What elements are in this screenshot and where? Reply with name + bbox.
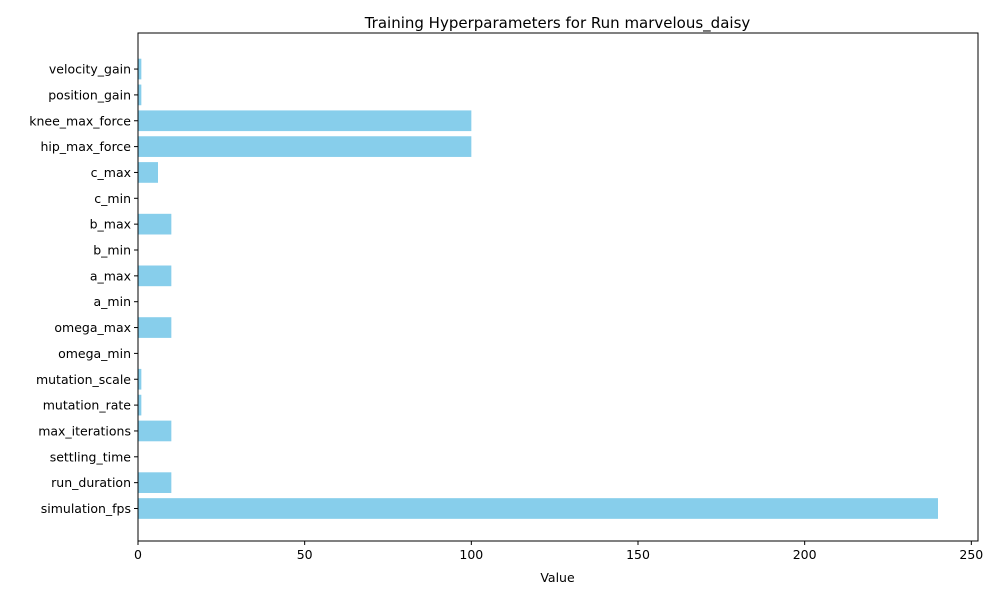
bar-a-max <box>138 265 172 287</box>
x-tick-label-150: 150 <box>626 547 650 562</box>
x-axis-ticks: 0 50 100 150 200 250 <box>134 541 983 562</box>
x-tick-label-200: 200 <box>793 547 817 562</box>
bar-omega-max <box>138 317 172 338</box>
y-tick-label-c-max: c_max <box>91 165 131 180</box>
bar-b-max <box>138 213 172 235</box>
y-tick-label-a-min: a_min <box>94 294 131 309</box>
bar-velocity-gain <box>138 58 142 80</box>
y-tick-label-simulation-fps: simulation_fps <box>41 501 131 516</box>
bar-mutation-rate <box>138 394 142 416</box>
bar-max-iterations <box>138 420 172 442</box>
plot-frame <box>137 32 979 542</box>
y-tick-label-mutation-scale: mutation_scale <box>36 372 131 387</box>
x-tick-label-50: 50 <box>297 547 313 562</box>
y-tick-label-b-max: b_max <box>90 217 131 232</box>
y-tick-label-a-max: a_max <box>90 268 131 283</box>
y-tick-label-omega-max: omega_max <box>54 320 131 335</box>
x-tick-label-100: 100 <box>459 547 483 562</box>
y-tick-label-run-duration: run_duration <box>51 475 131 490</box>
bar-hip-max-force <box>138 136 472 157</box>
y-tick-label-knee-max-force: knee_max_force <box>29 113 131 128</box>
y-tick-label-hip-max-force: hip_max_force <box>40 139 131 154</box>
y-tick-label-max-iterations: max_iterations <box>38 423 131 438</box>
bar-mutation-scale <box>138 368 142 390</box>
bar-position-gain <box>138 84 142 106</box>
x-tick-label-0: 0 <box>134 547 142 562</box>
y-tick-label-settling-time: settling_time <box>50 449 132 464</box>
x-tick-label-250: 250 <box>959 547 983 562</box>
bar-c-max <box>138 162 158 183</box>
bars-group <box>138 58 938 519</box>
bar-knee-max-force <box>138 110 472 132</box>
bar-simulation-fps <box>138 498 938 519</box>
y-axis-ticks: simulation_fps run_duration settling_time m… <box>29 62 138 516</box>
y-tick-label-b-min: b_min <box>93 243 131 258</box>
chart-title: Training Hyperparameters for Run marvelo… <box>364 14 751 33</box>
y-tick-label-c-min: c_min <box>94 191 131 206</box>
x-axis-title: Value <box>540 570 575 585</box>
y-tick-label-omega-min: omega_min <box>58 346 131 361</box>
y-tick-label-velocity-gain: velocity_gain <box>49 62 131 77</box>
y-tick-label-mutation-rate: mutation_rate <box>43 398 132 413</box>
y-tick-label-position-gain: position_gain <box>48 87 131 102</box>
bar-run-duration <box>138 472 172 493</box>
